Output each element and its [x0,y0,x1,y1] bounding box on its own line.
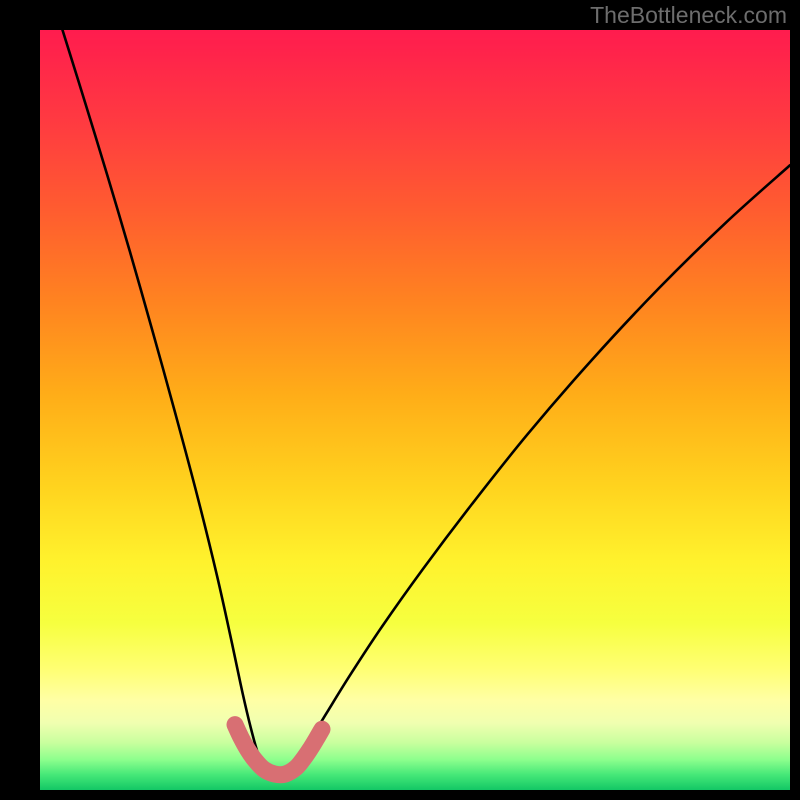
watermark-text: TheBottleneck.com [590,2,787,29]
plot-area [40,30,790,790]
v-curve [63,30,791,777]
marker-curve [235,725,322,775]
chart-canvas: TheBottleneck.com [0,0,800,800]
curve-layer [40,30,790,790]
